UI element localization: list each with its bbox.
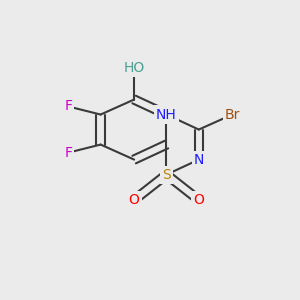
Text: F: F [64,100,72,113]
Text: N: N [194,153,204,166]
Text: O: O [194,193,204,207]
Text: F: F [64,146,72,160]
Text: S: S [162,168,171,182]
Text: HO: HO [124,61,145,75]
Text: O: O [129,193,140,207]
Text: Br: Br [225,107,240,122]
Text: NH: NH [156,107,177,122]
